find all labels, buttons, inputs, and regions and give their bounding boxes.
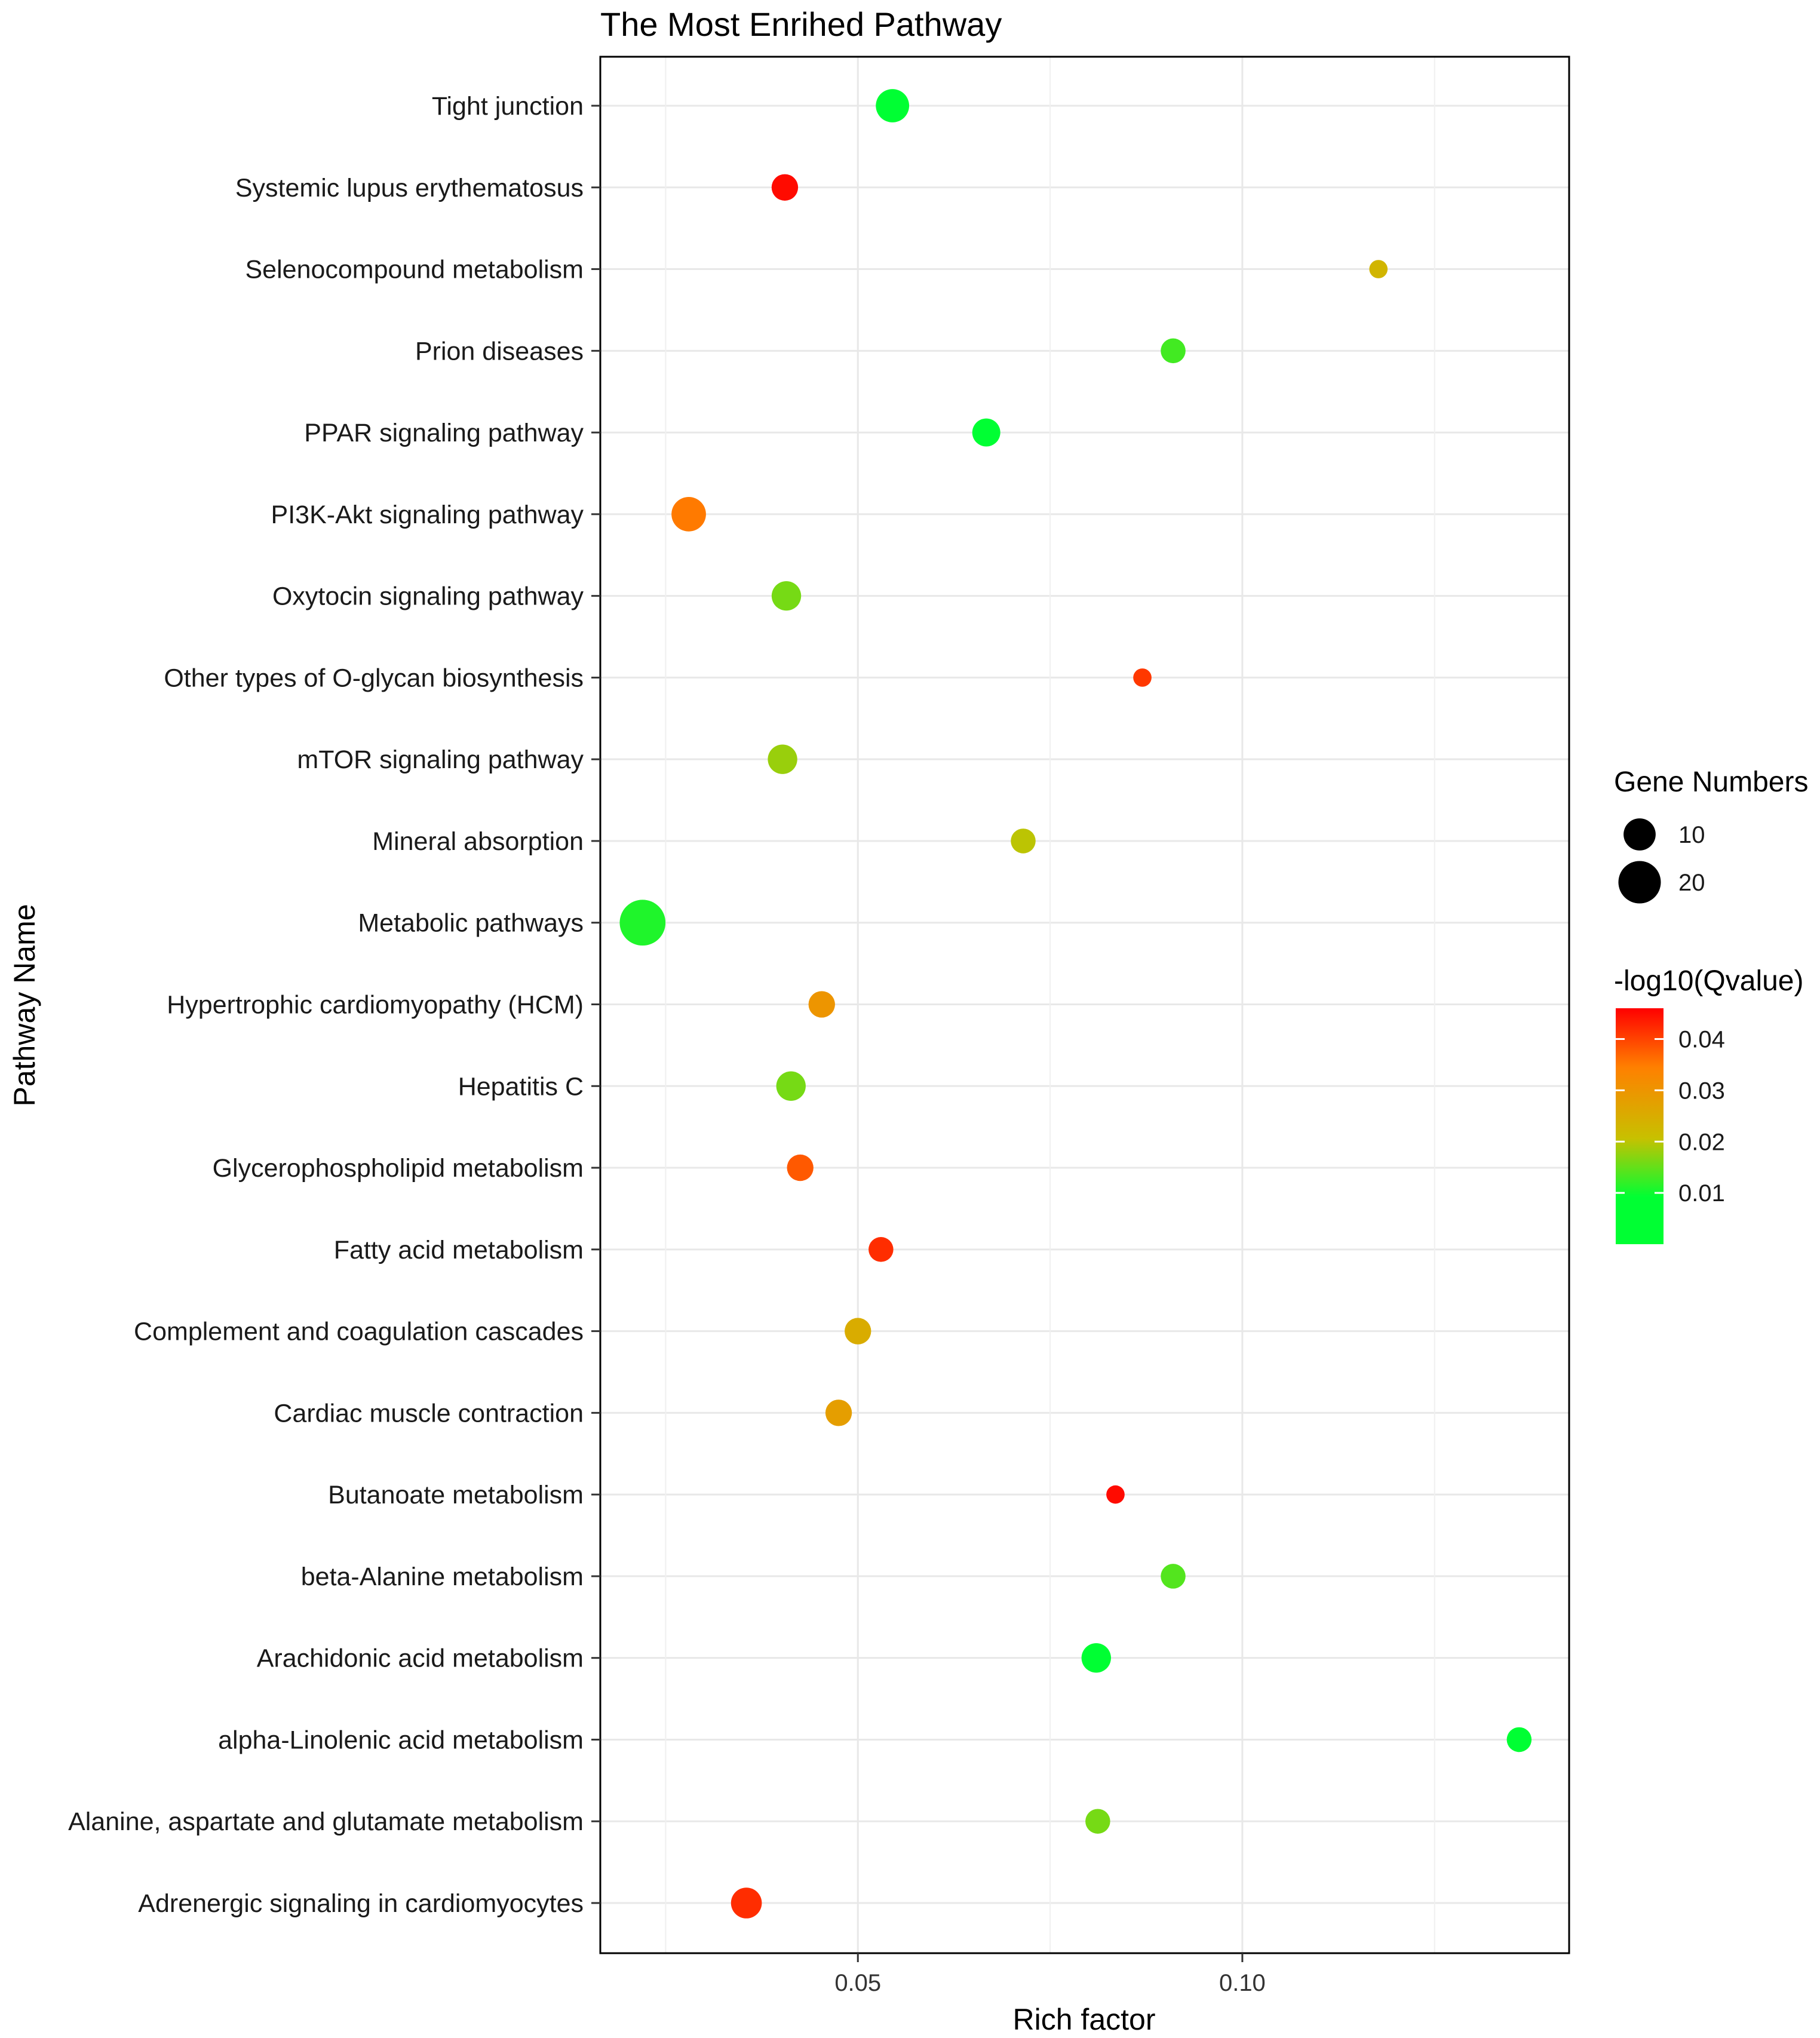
grid-lines	[600, 57, 1569, 1953]
color-legend: -log10(Qvalue) 0.04 0.03 0.02 0.01	[1614, 965, 1803, 1244]
y-tick-label: Prion diseases	[415, 337, 584, 366]
y-tick-label: Fatty acid metabolism	[334, 1236, 584, 1264]
data-point	[787, 1154, 814, 1181]
y-tick-label: alpha-Linolenic acid metabolism	[218, 1726, 584, 1754]
color-legend-ticks: 0.04 0.03 0.02 0.01	[1616, 1027, 1725, 1207]
data-point	[876, 89, 910, 122]
x-tick-label: 0.10	[1219, 1970, 1266, 1996]
size-legend-label: 10	[1678, 822, 1705, 848]
color-legend-title: -log10(Qvalue)	[1614, 965, 1803, 997]
y-tick-label: Complement and coagulation cascades	[134, 1318, 584, 1346]
y-tick-label: Selenocompound metabolism	[245, 256, 584, 284]
y-tick-label: Butanoate metabolism	[328, 1481, 584, 1509]
data-point	[776, 1071, 806, 1101]
y-tick-label: Hypertrophic cardiomyopathy (HCM)	[167, 991, 584, 1020]
data-point	[825, 1399, 852, 1426]
data-point	[1106, 1485, 1125, 1504]
y-tick-label: Alanine, aspartate and glutamate metabol…	[68, 1807, 584, 1836]
data-point	[1369, 260, 1388, 278]
y-tick-label: Arachidonic acid metabolism	[257, 1644, 584, 1673]
data-point	[771, 174, 799, 201]
data-point	[972, 418, 1000, 447]
x-axis-title: Rich factor	[1013, 2003, 1156, 2036]
data-point	[1011, 828, 1036, 854]
size-legend-title: Gene Numbers	[1614, 766, 1808, 798]
y-tick-label: Metabolic pathways	[358, 909, 584, 938]
color-legend-label: 0.03	[1678, 1078, 1725, 1104]
x-axis-ticks: 0.05 0.10	[834, 1953, 1266, 1996]
data-point	[868, 1237, 894, 1262]
y-axis-ticks	[591, 105, 600, 1904]
data-point	[1085, 1809, 1110, 1834]
y-axis-title: Pathway Name	[8, 904, 41, 1106]
size-legend-items: 10 20	[1618, 818, 1705, 904]
y-tick-label: Tight junction	[432, 92, 584, 121]
data-point	[771, 581, 802, 611]
x-tick-label: 0.05	[834, 1970, 881, 1996]
data-point	[1081, 1643, 1111, 1673]
data-point	[731, 1887, 762, 1919]
y-tick-label: Glycerophospholipid metabolism	[213, 1154, 584, 1183]
y-tick-label: PPAR signaling pathway	[304, 419, 584, 447]
data-point	[1161, 338, 1186, 364]
data-point	[808, 991, 835, 1018]
data-point	[845, 1318, 871, 1345]
data-point	[1133, 668, 1152, 687]
data-points	[619, 89, 1532, 1919]
color-legend-label: 0.02	[1678, 1129, 1725, 1155]
data-point	[1506, 1727, 1532, 1752]
data-point	[619, 900, 666, 946]
data-point	[768, 744, 797, 774]
y-tick-label: Adrenergic signaling in cardiomyocytes	[138, 1889, 584, 1918]
size-legend: Gene Numbers 10 20	[1614, 766, 1808, 904]
y-tick-label: PI3K-Akt signaling pathway	[271, 501, 584, 529]
color-legend-label: 0.01	[1678, 1180, 1725, 1207]
size-legend-label: 20	[1678, 870, 1705, 896]
y-tick-label: Oxytocin signaling pathway	[272, 582, 584, 611]
y-tick-label: mTOR signaling pathway	[297, 745, 584, 774]
y-tick-label: Systemic lupus erythematosus	[235, 174, 584, 202]
data-point	[1161, 1564, 1186, 1589]
size-legend-point	[1618, 861, 1661, 904]
data-point	[671, 497, 706, 532]
size-legend-point	[1623, 818, 1656, 851]
color-legend-label: 0.04	[1678, 1027, 1725, 1053]
y-tick-label: Hepatitis C	[458, 1072, 584, 1101]
y-tick-label: Other types of O-glycan biosynthesis	[164, 664, 584, 692]
y-tick-label: beta-Alanine metabolism	[301, 1563, 584, 1591]
y-axis-labels: Tight junction Systemic lupus erythematos…	[68, 92, 584, 1918]
color-bar	[1616, 1008, 1664, 1244]
y-tick-label: Mineral absorption	[372, 827, 584, 856]
chart-title: The Most Enrihed Pathway	[600, 5, 1002, 43]
y-tick-label: Cardiac muscle contraction	[274, 1399, 584, 1428]
